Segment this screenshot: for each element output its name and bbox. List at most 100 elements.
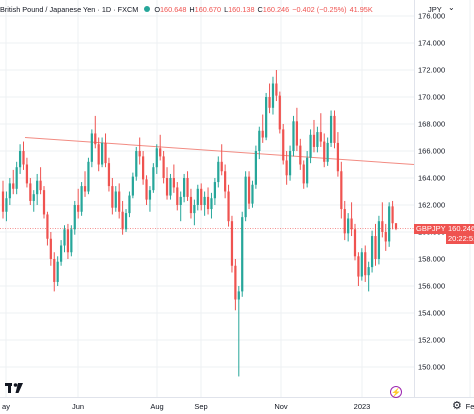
tradingview-logo-icon[interactable] <box>4 380 26 396</box>
candle-body <box>336 142 340 172</box>
candle-body <box>394 223 398 229</box>
candle-body <box>275 83 278 96</box>
time-axis[interactable]: ay Jun Aug Sep Nov 2023 Fe <box>2 402 474 411</box>
candle-body <box>42 190 46 215</box>
candle-body <box>29 183 32 201</box>
candle-body <box>1 191 5 212</box>
candle-body <box>244 176 247 218</box>
candle-body <box>5 198 8 212</box>
price-tick-label: 172.000 <box>418 66 445 75</box>
candle-body <box>319 132 322 142</box>
price-tick-label: 166.000 <box>418 147 445 156</box>
price-tag-symbol: GBPJPY <box>414 223 470 234</box>
candle-body <box>340 171 343 210</box>
candle-body <box>210 198 213 210</box>
candle-body <box>162 156 165 178</box>
currency-chevron-icon[interactable]: ⌄ <box>448 3 455 12</box>
gear-icon[interactable]: ⚙ <box>452 400 462 412</box>
candle-body <box>329 115 333 143</box>
candle-body <box>87 161 90 192</box>
candle-body <box>145 179 148 200</box>
candle-body <box>217 161 220 183</box>
candle-body <box>203 196 206 205</box>
candle-body <box>377 221 381 259</box>
open-key: O <box>154 4 160 14</box>
candle-body <box>152 167 155 191</box>
high-key: H <box>189 4 195 14</box>
price-tick-label: 174.000 <box>418 39 445 48</box>
time-tick-label: Aug <box>150 402 163 411</box>
candle-body <box>278 95 281 130</box>
candle-body <box>323 141 326 162</box>
candle-body <box>288 151 292 176</box>
candle-body <box>261 130 264 138</box>
candle-body <box>128 195 131 214</box>
candle-body <box>66 229 70 253</box>
high-value: 160.670 <box>194 4 222 14</box>
candle-body <box>36 180 39 195</box>
time-tick-label: Fe <box>466 402 474 411</box>
price-tag-countdown: 20:22:51 <box>446 233 474 244</box>
candle-body <box>49 238 52 259</box>
price-tick-label: 170.000 <box>418 93 445 102</box>
symbol-label[interactable]: British Pound / Japanese Yen · 1D · FXCM <box>0 4 139 14</box>
price-tick-label: 168.000 <box>418 120 445 129</box>
price-tag-price: 160.246 <box>446 223 474 234</box>
candle-body <box>384 232 387 242</box>
candle-body <box>138 151 141 157</box>
candle-body <box>90 133 93 162</box>
price-tick-label: 162.000 <box>418 201 445 210</box>
open-value: 160.648 <box>160 4 187 14</box>
candle-body <box>353 229 357 257</box>
candle-body <box>213 182 216 199</box>
time-tick-label: Jun <box>72 402 84 411</box>
candle-body <box>172 178 175 188</box>
candle-body <box>299 145 302 165</box>
candle-body <box>271 83 275 108</box>
candle-body <box>220 161 223 172</box>
price-tick-label: 156.000 <box>418 282 445 291</box>
candle-body <box>100 142 104 165</box>
price-tick-label: 158.000 <box>418 255 445 264</box>
candle-body <box>159 148 162 157</box>
market-status-dot <box>144 6 151 12</box>
candle-body <box>388 206 391 242</box>
candle-body <box>56 261 59 282</box>
candle-body <box>186 178 189 197</box>
candle-body <box>302 164 305 184</box>
candle-body <box>59 245 63 262</box>
candle-body <box>326 142 329 162</box>
candle-body <box>189 196 193 214</box>
candle-body <box>12 183 15 189</box>
candle-body <box>282 129 285 161</box>
candle-body <box>234 265 237 300</box>
candle-body <box>25 164 29 184</box>
candle-body <box>347 218 350 234</box>
candle-body <box>309 134 312 158</box>
candle-body <box>247 176 251 204</box>
candle-body <box>39 180 42 191</box>
candle-body <box>333 115 336 143</box>
candle-body <box>8 183 11 199</box>
candles <box>1 70 398 377</box>
candle-body <box>367 267 370 276</box>
candle-body <box>32 194 35 201</box>
candle-body <box>114 191 117 208</box>
candle-body <box>183 178 186 197</box>
candle-body <box>357 256 360 277</box>
candle-body <box>111 186 114 208</box>
candle-body <box>18 151 22 168</box>
volume-value: 41.95K <box>349 4 373 14</box>
currency-label: JPY <box>428 5 442 14</box>
candle-body <box>53 259 56 282</box>
price-tick-label: 176.000 <box>418 12 445 21</box>
candle-body <box>200 188 203 205</box>
chart-legend: British Pound / Japanese Yen · 1D · FXCM… <box>0 0 376 18</box>
trendline[interactable] <box>24 137 415 165</box>
lightning-icon[interactable]: ⚡ <box>390 386 402 398</box>
low-value: 160.138 <box>228 4 255 14</box>
candle-body <box>135 151 138 177</box>
price-axis[interactable]: 150.000152.000154.000156.000158.000160.0… <box>418 12 445 372</box>
candle-body <box>251 184 254 204</box>
